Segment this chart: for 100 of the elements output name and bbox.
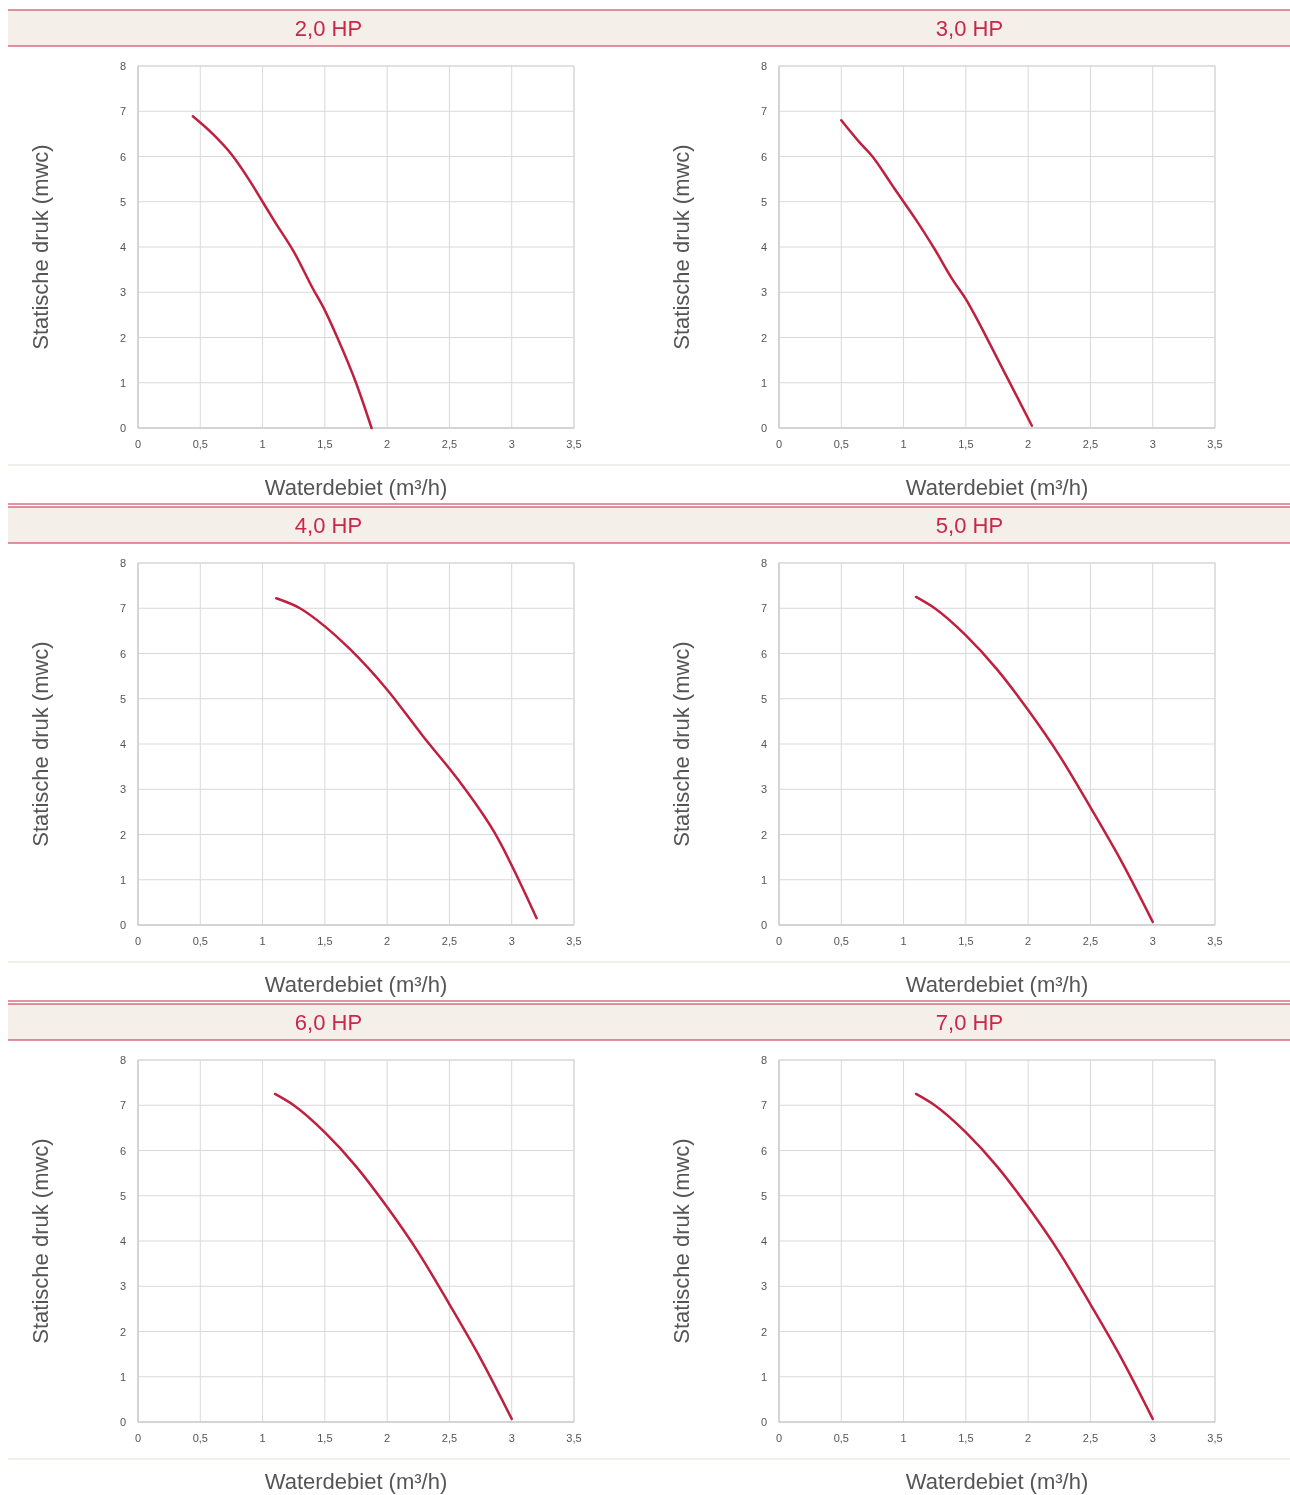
- y-tick-label: 0: [119, 919, 126, 931]
- y-axis-title: Statische druk (mwc): [669, 641, 694, 847]
- chart-title: 3,0 HP: [935, 16, 1004, 41]
- y-tick-label: 6: [119, 647, 126, 660]
- y-tick-label: 2: [760, 331, 767, 344]
- chart-title: 4,0 HP: [294, 513, 363, 538]
- x-axis-title: Waterdebiet (m³/h): [264, 475, 448, 500]
- y-tick-label: 4: [760, 738, 767, 750]
- y-axis-title: Statische druk (mwc): [28, 641, 53, 847]
- y-tick-label: 7: [119, 105, 126, 118]
- x-tick-label: 1: [259, 1432, 266, 1444]
- y-tick-label: 5: [119, 692, 126, 705]
- y-tick-label: 8: [119, 60, 126, 72]
- x-tick-label: 3,5: [1207, 1432, 1223, 1444]
- y-tick-label: 3: [760, 783, 767, 796]
- x-tick-label: 3,5: [1207, 935, 1223, 947]
- x-tick-label: 3,5: [1207, 438, 1223, 450]
- y-tick-label: 3: [119, 1280, 126, 1293]
- x-tick-label: 0: [775, 1432, 783, 1444]
- y-tick-label: 7: [119, 1099, 126, 1112]
- y-axis-title: Statische druk (mwc): [28, 1138, 53, 1344]
- y-tick-label: 3: [119, 783, 126, 796]
- x-tick-label: 1: [900, 438, 907, 450]
- y-axis-title: Statische druk (mwc): [28, 144, 53, 350]
- x-tick-label: 2,5: [1082, 935, 1099, 947]
- x-tick-label: 0: [775, 438, 783, 450]
- chart-title: 5,0 HP: [935, 513, 1004, 538]
- y-tick-label: 8: [119, 1054, 126, 1066]
- x-tick-label: 2,5: [441, 935, 458, 947]
- x-tick-label: 2,5: [1082, 438, 1099, 450]
- y-tick-label: 7: [760, 1099, 767, 1112]
- line-series: [914, 1092, 1154, 1421]
- x-tick-label: 0: [775, 935, 783, 947]
- y-tick-label: 2: [760, 1325, 767, 1338]
- x-tick-label: 3: [508, 438, 515, 450]
- y-tick-label: 0: [760, 422, 767, 434]
- y-tick-label: 1: [760, 873, 767, 886]
- x-tick-label: 1: [900, 1432, 907, 1444]
- x-tick-label: 0,5: [833, 935, 849, 947]
- x-tick-label: 1: [259, 438, 266, 450]
- y-tick-label: 8: [760, 60, 767, 72]
- y-tick-label: 2: [119, 828, 126, 841]
- y-tick-label: 7: [760, 105, 767, 118]
- line-series: [914, 595, 1154, 924]
- y-tick-label: 4: [119, 1235, 126, 1247]
- y-tick-label: 3: [119, 286, 126, 299]
- y-tick-label: 4: [760, 1235, 767, 1247]
- x-tick-label: 0,5: [192, 438, 208, 450]
- x-tick-label: 0,5: [192, 1432, 208, 1444]
- y-tick-label: 1: [119, 873, 126, 886]
- x-axis-title: Waterdebiet (m³/h): [905, 1469, 1089, 1494]
- x-tick-label: 3: [1149, 935, 1156, 947]
- x-tick-label: 3: [1149, 438, 1156, 450]
- x-tick-label: 1: [900, 935, 907, 947]
- x-tick-label: 2,5: [441, 438, 458, 450]
- line-series: [840, 119, 1034, 427]
- x-tick-label: 1,5: [958, 935, 974, 947]
- y-tick-label: 1: [760, 376, 767, 389]
- chart-title: 6,0 HP: [294, 1010, 363, 1035]
- x-tick-label: 0,5: [192, 935, 208, 947]
- x-axis-title: Waterdebiet (m³/h): [264, 972, 448, 997]
- y-tick-label: 3: [760, 1280, 767, 1293]
- x-tick-label: 0: [134, 935, 142, 947]
- x-tick-label: 1: [259, 935, 266, 947]
- x-tick-label: 1,5: [317, 1432, 333, 1444]
- x-tick-label: 0,5: [833, 438, 849, 450]
- x-tick-label: 0: [134, 438, 142, 450]
- y-tick-label: 2: [119, 1325, 126, 1338]
- x-tick-label: 3,5: [566, 438, 582, 450]
- x-tick-label: 1,5: [958, 438, 974, 450]
- y-tick-label: 2: [119, 331, 126, 344]
- y-tick-label: 5: [760, 195, 767, 208]
- x-tick-label: 0,5: [833, 1432, 849, 1444]
- x-axis-title: Waterdebiet (m³/h): [905, 972, 1089, 997]
- y-tick-label: 6: [760, 1144, 767, 1157]
- y-axis-title: Statische druk (mwc): [669, 144, 694, 350]
- x-tick-label: 3: [508, 1432, 515, 1444]
- line-series: [275, 597, 538, 920]
- x-tick-label: 2: [384, 1432, 391, 1444]
- y-tick-label: 2: [760, 828, 767, 841]
- y-tick-label: 0: [119, 422, 126, 434]
- x-tick-label: 2: [1025, 438, 1032, 450]
- y-tick-label: 4: [760, 241, 767, 253]
- y-tick-label: 5: [760, 692, 767, 705]
- x-axis-title: Waterdebiet (m³/h): [264, 1469, 448, 1494]
- x-tick-label: 2: [1025, 935, 1032, 947]
- x-tick-label: 0: [134, 1432, 142, 1444]
- y-tick-label: 7: [119, 602, 126, 615]
- y-tick-label: 4: [119, 241, 126, 253]
- x-tick-label: 3: [508, 935, 515, 947]
- x-tick-label: 2,5: [441, 1432, 458, 1444]
- x-tick-label: 2,5: [1082, 1432, 1099, 1444]
- line-series: [191, 114, 373, 430]
- y-tick-label: 5: [119, 1189, 126, 1202]
- x-tick-label: 1,5: [317, 438, 333, 450]
- y-tick-label: 8: [119, 557, 126, 569]
- y-tick-label: 1: [119, 376, 126, 389]
- y-tick-label: 6: [119, 1144, 126, 1157]
- y-tick-label: 0: [760, 1416, 767, 1428]
- y-tick-label: 0: [760, 919, 767, 931]
